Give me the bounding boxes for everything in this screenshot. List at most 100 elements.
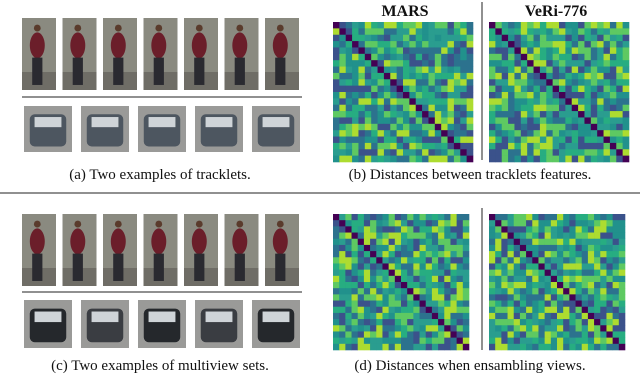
heatmap-cell xyxy=(513,288,521,295)
heatmap-cell xyxy=(422,34,429,42)
heatmap-cell xyxy=(456,238,464,246)
heatmap-cell xyxy=(514,149,522,156)
heatmap-cell xyxy=(544,343,552,351)
heatmap-cell xyxy=(438,244,445,252)
heatmap-cell xyxy=(618,282,626,289)
heatmap-cell xyxy=(489,300,496,308)
heatmap-cell xyxy=(546,92,553,99)
heatmap-cell xyxy=(532,214,539,221)
heatmap-cell xyxy=(390,85,397,93)
heatmap-cell xyxy=(450,294,457,301)
heatmap-cell xyxy=(394,257,402,264)
heatmap-cell xyxy=(422,66,429,74)
heatmap-cell xyxy=(345,251,352,258)
heatmap-cell xyxy=(456,232,464,240)
heatmap-cell xyxy=(339,79,347,86)
heatmap-cell xyxy=(587,306,595,314)
heatmap-cell xyxy=(339,136,347,144)
heatmap-cell xyxy=(501,41,509,48)
heatmap-cell xyxy=(376,251,383,258)
heatmap-cell xyxy=(616,72,623,80)
heatmap-cell xyxy=(401,312,408,320)
heatmap-cell xyxy=(559,34,566,42)
heatmap-cell xyxy=(413,220,420,227)
heatmap-cell xyxy=(390,111,397,118)
heatmap-cell xyxy=(345,257,352,264)
heatmap-cell xyxy=(514,22,522,29)
heatmap-cell xyxy=(403,53,410,61)
heatmap-cell xyxy=(401,232,408,240)
heatmap-cell xyxy=(450,331,457,338)
heatmap-cell xyxy=(533,41,541,48)
heatmap-cell xyxy=(538,263,545,270)
heatmap-cell xyxy=(460,79,467,86)
heatmap-cell xyxy=(603,53,611,61)
heatmap-cell xyxy=(532,269,539,277)
heatmap-cell xyxy=(533,149,541,156)
heatmap-cell xyxy=(345,98,353,106)
heatmap-cell xyxy=(544,275,552,283)
heatmap-cell xyxy=(495,331,502,338)
heatmap-cell xyxy=(552,98,560,106)
heatmap-cell xyxy=(603,130,611,137)
heatmap-cell xyxy=(565,149,573,156)
heatmap-cell xyxy=(590,79,598,86)
heatmap-cell xyxy=(403,155,410,163)
heatmap-cell xyxy=(527,155,534,163)
heatmap-cell xyxy=(428,104,436,112)
heatmap-cell xyxy=(559,47,566,55)
heatmap-cell xyxy=(600,331,607,338)
heatmap-cell xyxy=(587,319,595,326)
heatmap-cell xyxy=(370,269,377,277)
heatmap-cell xyxy=(495,22,503,29)
heatmap-cell xyxy=(594,232,601,240)
heatmap-cell xyxy=(339,98,347,106)
heatmap-cell xyxy=(550,238,558,246)
heatmap-cell xyxy=(345,331,352,338)
heatmap-cell xyxy=(394,263,402,270)
heatmap-cell xyxy=(377,149,385,156)
heatmap-cell xyxy=(508,47,515,55)
heatmap-cell xyxy=(339,41,347,48)
heatmap-cell xyxy=(352,155,359,163)
heatmap-cell xyxy=(571,130,579,137)
heatmap-cell xyxy=(357,282,365,289)
heatmap-cell xyxy=(371,117,378,125)
heatmap-cell xyxy=(415,60,423,67)
heatmap-cell xyxy=(569,275,576,283)
heatmap-cell xyxy=(532,337,539,345)
heatmap-cell xyxy=(434,60,442,67)
heatmap-cell xyxy=(622,47,630,55)
heatmap-cell xyxy=(508,111,515,118)
heatmap-cell xyxy=(552,72,560,80)
heatmap-cell xyxy=(622,155,630,163)
heatmap-cell xyxy=(447,130,455,137)
heatmap-cell xyxy=(422,53,429,61)
heatmap-cell xyxy=(453,92,461,99)
heatmap-cell xyxy=(390,98,397,106)
heatmap-cell xyxy=(333,28,340,36)
heatmap-cell xyxy=(364,47,372,55)
heatmap-cell xyxy=(539,53,547,61)
heatmap-cell xyxy=(495,306,502,314)
heatmap-cell xyxy=(606,300,613,308)
heatmap-cell xyxy=(447,104,455,112)
heatmap-cell xyxy=(546,117,553,125)
heatmap-cell xyxy=(563,282,570,289)
heatmap-cell xyxy=(409,92,417,99)
heatmap-cell xyxy=(495,53,503,61)
heatmap-cell xyxy=(489,226,496,233)
heatmap-cell xyxy=(563,238,570,246)
heatmap-cell xyxy=(413,325,420,332)
heatmap-cell xyxy=(550,331,558,338)
person xyxy=(70,32,86,59)
heatmap-cell xyxy=(514,41,522,48)
heatmap-cell xyxy=(434,123,442,131)
heatmap-cell xyxy=(581,288,589,295)
heatmap-cell xyxy=(370,275,377,283)
heatmap-cell xyxy=(584,22,592,29)
heatmap-cell xyxy=(557,300,564,308)
heatmap-cell xyxy=(565,92,573,99)
heatmap-cell xyxy=(431,331,439,338)
heatmap-cell xyxy=(546,79,553,86)
